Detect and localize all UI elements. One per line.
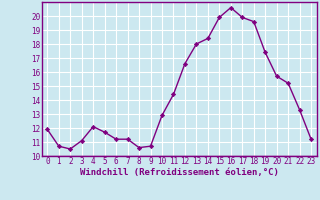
X-axis label: Windchill (Refroidissement éolien,°C): Windchill (Refroidissement éolien,°C) <box>80 168 279 177</box>
